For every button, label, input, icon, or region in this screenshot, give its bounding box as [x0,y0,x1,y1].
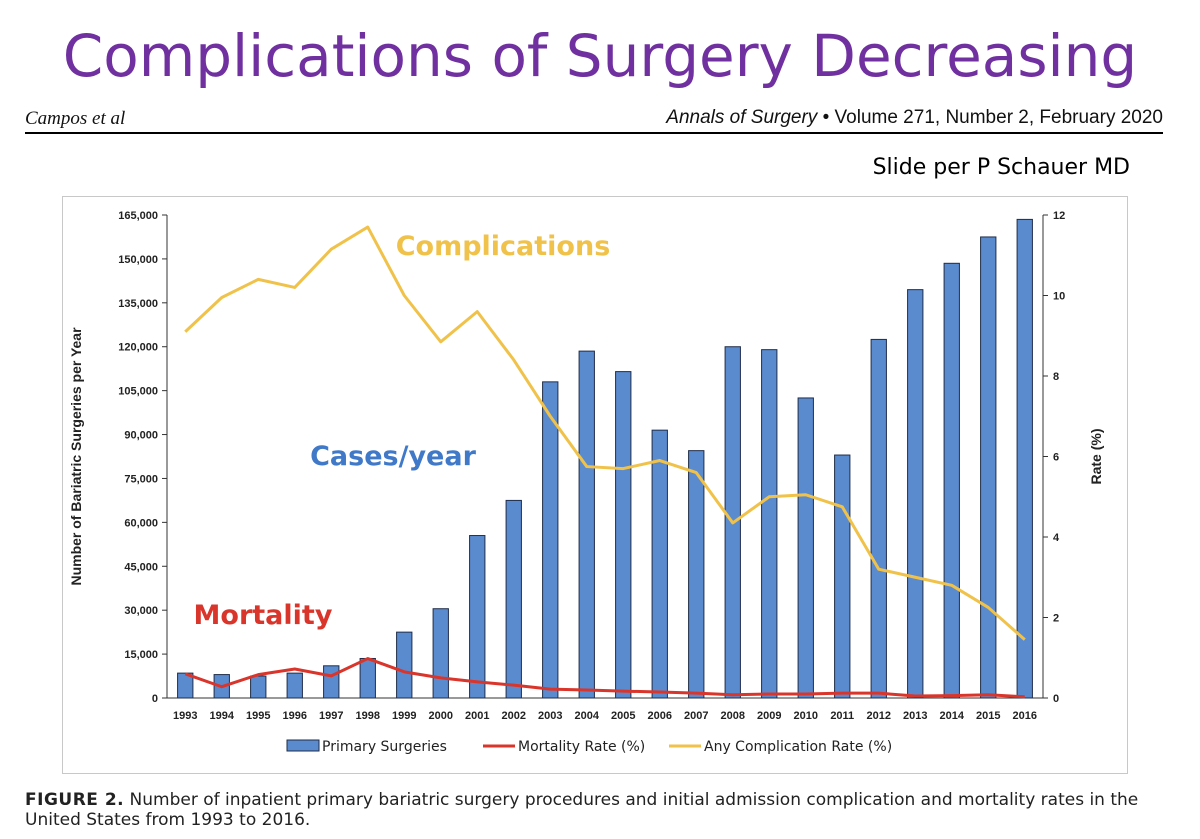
x-tick-label: 2013 [903,710,927,722]
figure-label: FIGURE 2. [25,790,125,810]
x-tick-label: 2014 [940,710,965,722]
slide-credit: Slide per P Schauer MD [872,155,1130,180]
left-tick-label: 150,000 [118,254,158,266]
legend-label: Primary Surgeries [322,739,447,755]
left-tick-label: 120,000 [118,342,158,354]
x-tick-label: 2007 [684,710,708,722]
citation-journal: Annals of Surgery [666,107,818,128]
left-tick-label: 60,000 [124,517,158,529]
right-tick-label: 0 [1053,693,1059,705]
citation-journal-info: Annals of Surgery • Volume 271, Number 2… [666,107,1163,129]
legend-label: Any Complication Rate (%) [704,739,892,755]
citation-bullet: • [822,107,830,128]
x-tick-label: 2008 [721,710,745,722]
x-tick-label: 2012 [867,710,891,722]
left-tick-label: 45,000 [124,561,158,573]
bar-primary-surgeries [907,289,924,699]
legend-label: Mortality Rate (%) [518,739,645,755]
legend-swatch-primary-surgeries [286,739,320,752]
complications-annotation: Complications [396,231,611,262]
x-tick-label: 1998 [356,710,380,722]
right-tick-label: 6 [1053,452,1059,464]
citation-bar: Campos et al Annals of Surgery • Volume … [25,106,1163,134]
bar-primary-surgeries [177,672,194,699]
bar-primary-surgeries [323,665,340,699]
figure-caption-text: Number of inpatient primary bariatric su… [25,790,1139,830]
bar-primary-surgeries [432,608,449,699]
bar-primary-surgeries [688,450,705,699]
x-tick-label: 2003 [538,710,562,722]
x-tick-label: 2004 [575,710,600,722]
bar-primary-surgeries [505,499,522,699]
figure-caption: FIGURE 2. Number of inpatient primary ba… [25,790,1185,830]
right-tick-label: 2 [1053,613,1059,625]
bar-primary-surgeries [870,338,887,699]
right-tick-label: 10 [1053,291,1065,303]
left-tick-label: 15,000 [124,649,158,661]
bar-primary-surgeries [578,350,595,699]
bariatric-surgery-chart: 0 15,000 30,000 45,000 60,000 75,000 90,000 105… [68,210,1104,755]
chart-frame: 0 15,000 30,000 45,000 60,000 75,000 90,000 105… [62,196,1128,774]
left-tick-label: 135,000 [118,298,158,310]
left-tick-label: 30,000 [124,605,158,617]
right-axis-title: Rate (%) [1088,428,1104,484]
bar-primary-surgeries [286,672,303,699]
bar-primary-surgeries [359,657,376,699]
x-tick-label: 1999 [392,710,416,722]
citation-authors: Campos et al [25,108,126,129]
x-tick-label: 1996 [283,710,307,722]
x-tick-label: 1997 [319,710,343,722]
citation-details: Volume 271, Number 2, February 2020 [834,107,1163,128]
x-tick-label: 1993 [173,710,197,722]
bar-primary-surgeries [469,535,486,699]
x-tick-label: 2001 [465,710,489,722]
bar-primary-surgeries [834,454,851,699]
mortality-annotation: Mortality [194,600,333,631]
left-tick-label: 105,000 [118,386,158,398]
x-tick-label: 2010 [794,710,818,722]
bar-primary-surgeries [542,381,559,699]
bar-primary-surgeries [651,429,668,699]
bar-primary-surgeries [615,371,632,699]
right-tick-label: 8 [1053,371,1059,383]
complication-rate-line [184,225,1026,641]
x-tick-label: 2005 [611,710,635,722]
x-tick-label: 2015 [976,710,1000,722]
bar-primary-surgeries [943,262,960,699]
bar-primary-surgeries [980,236,997,699]
bar-primary-surgeries [250,675,267,699]
left-tick-label: 75,000 [124,473,158,485]
x-tick-label: 2009 [757,710,781,722]
bar-primary-surgeries [761,349,778,699]
cases-year-annotation: Cases/year [310,441,476,472]
left-tick-label: 165,000 [118,210,158,222]
left-tick-label: 90,000 [124,430,158,442]
right-tick-label: 12 [1053,210,1065,222]
x-tick-label: 2006 [648,710,672,722]
bar-primary-surgeries [396,631,413,699]
x-tick-label: 2002 [502,710,526,722]
x-tick-label: 2011 [830,710,854,722]
x-tick-label: 2000 [429,710,453,722]
x-tick-label: 2016 [1013,710,1037,722]
mortality-rate-line [184,657,1025,699]
left-axis-title: Number of Bariatric Surgeries per Year [68,327,84,586]
slide-title: Complications of Surgery Decreasing [62,22,1138,90]
bar-primary-surgeries [1016,218,1033,699]
right-tick-label: 4 [1053,532,1060,544]
bar-primary-surgeries [797,397,814,699]
x-tick-label: 1995 [246,710,270,722]
left-tick-label: 0 [152,693,158,705]
x-tick-label: 1994 [210,710,235,722]
